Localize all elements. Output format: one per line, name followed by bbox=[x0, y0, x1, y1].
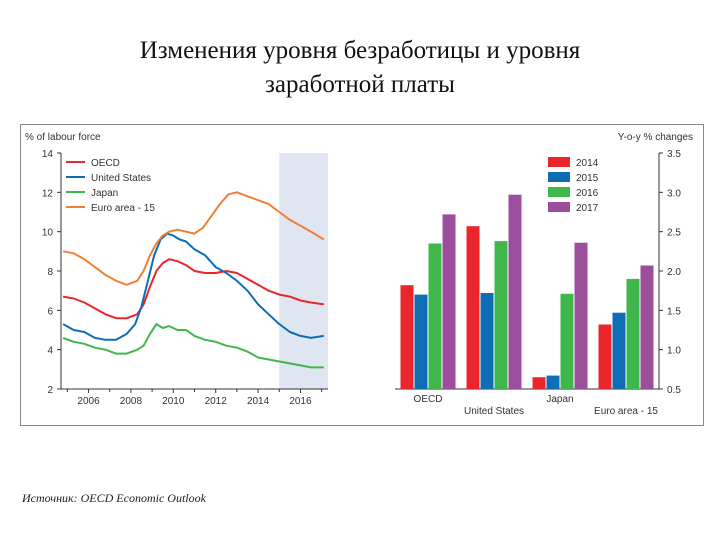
legend-label: 2017 bbox=[576, 203, 599, 214]
legend-label: 2014 bbox=[576, 158, 599, 169]
bar-united-states-2015 bbox=[480, 293, 494, 389]
series-line-2 bbox=[62, 323, 324, 369]
bar-japan-2014 bbox=[532, 377, 546, 389]
y-tick-label: 4 bbox=[47, 346, 53, 357]
x-tick-label: 2016 bbox=[289, 396, 312, 407]
category-label: OECD bbox=[414, 394, 443, 405]
y-tick-label: 2.0 bbox=[667, 267, 681, 278]
bar-oecd-2014 bbox=[400, 285, 414, 389]
unemployment-line-chart: % of labour force 2 4 6 8 10 12 14 2006 2008 2010 2… bbox=[25, 132, 328, 407]
legend-label: 2016 bbox=[576, 188, 599, 199]
legend-label: OECD bbox=[91, 158, 120, 169]
x-tick-label: 2008 bbox=[120, 396, 143, 407]
legend-label: Euro area - 15 bbox=[91, 203, 155, 214]
bar-euro-area---15-2016 bbox=[626, 278, 640, 389]
bar-oecd-2017 bbox=[442, 214, 456, 389]
bar-oecd-2016 bbox=[428, 243, 442, 389]
y-tick-label: 8 bbox=[47, 267, 53, 278]
bar-united-states-2016 bbox=[494, 241, 508, 389]
y-axis-label: Y-o-y % changes bbox=[618, 132, 693, 143]
series-line-3 bbox=[62, 191, 325, 286]
bar-united-states-2017 bbox=[508, 194, 522, 389]
x-tick-label: 2014 bbox=[247, 396, 270, 407]
legend-swatch bbox=[548, 172, 570, 182]
bar-euro-area---15-2015 bbox=[612, 312, 626, 389]
y-tick-label: 10 bbox=[42, 228, 54, 239]
figure-canvas: % of labour force 2 4 6 8 10 12 14 2006 2008 2010 2… bbox=[25, 132, 693, 417]
bar-japan-2015 bbox=[546, 375, 560, 389]
bar-oecd-2015 bbox=[414, 294, 428, 389]
wage-growth-bar-chart: Y-o-y % changes 0.5 1.0 1.5 2.0 2.5 3.0 3.5 OECD… bbox=[395, 132, 693, 417]
legend-label: United States bbox=[91, 173, 151, 184]
y-tick-label: 12 bbox=[42, 188, 54, 199]
slide-title-line-1: Изменения уровня безработицы и уровня bbox=[139, 37, 581, 64]
y-tick-label: 2 bbox=[47, 385, 53, 396]
legend-label: 2015 bbox=[576, 173, 599, 184]
category-label: United States bbox=[464, 406, 524, 417]
projection-shade bbox=[279, 153, 328, 389]
y-axis-label: % of labour force bbox=[25, 132, 101, 143]
legend-swatch bbox=[548, 187, 570, 197]
legend-swatch bbox=[548, 157, 570, 167]
figure-frame: % of labour force 2 4 6 8 10 12 14 2006 2008 2010 2… bbox=[20, 124, 704, 426]
series-line-0 bbox=[62, 258, 324, 320]
y-tick-label: 1.0 bbox=[667, 346, 681, 357]
legend-swatch bbox=[548, 202, 570, 212]
bar-japan-2017 bbox=[574, 242, 588, 389]
x-tick-label: 2012 bbox=[205, 396, 228, 407]
x-tick-label: 2006 bbox=[77, 396, 100, 407]
series-line-1 bbox=[62, 232, 324, 341]
y-tick-label: 3.5 bbox=[667, 149, 681, 160]
y-tick-label: 6 bbox=[47, 306, 53, 317]
y-tick-label: 1.5 bbox=[667, 306, 681, 317]
category-label: Japan bbox=[546, 394, 573, 405]
y-tick-label: 0.5 bbox=[667, 385, 681, 396]
y-tick-label: 3.0 bbox=[667, 188, 681, 199]
legend-label: Japan bbox=[91, 188, 118, 199]
y-tick-label: 2.5 bbox=[667, 228, 681, 239]
bar-japan-2016 bbox=[560, 293, 574, 389]
slide-title-line-2: заработной платы bbox=[265, 71, 455, 98]
category-label: Euro area - 15 bbox=[594, 406, 658, 417]
slide-title: Изменения уровня безработицы и уровня за… bbox=[0, 34, 720, 102]
bar-euro-area---15-2017 bbox=[640, 265, 654, 389]
x-tick-label: 2010 bbox=[162, 396, 185, 407]
y-tick-label: 14 bbox=[42, 149, 54, 160]
source-note: Источник: OECD Economic Outlook bbox=[22, 491, 206, 505]
bar-euro-area---15-2014 bbox=[598, 324, 612, 389]
bar-united-states-2014 bbox=[466, 226, 480, 389]
